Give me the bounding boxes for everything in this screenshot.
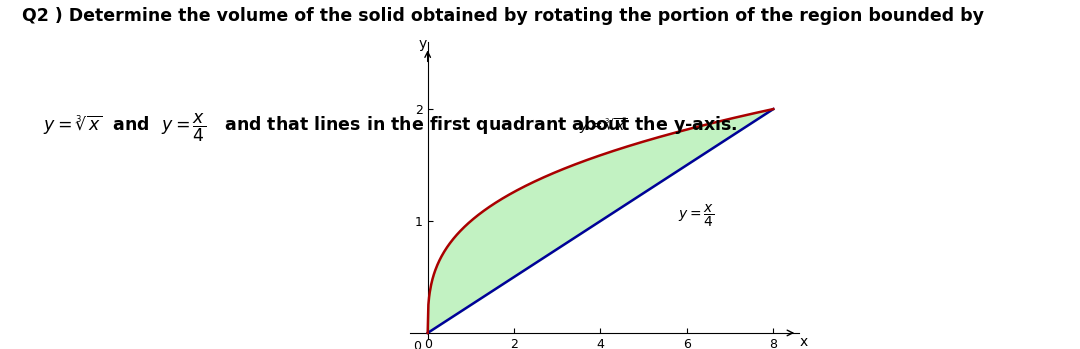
Text: $y = \sqrt[3]{x}$: $y = \sqrt[3]{x}$ [579, 116, 626, 136]
Text: $y = \dfrac{x}{4}$: $y = \dfrac{x}{4}$ [678, 202, 715, 229]
Text: $y = \sqrt[3]{x}$  and  $y = \dfrac{x}{4}$   and that lines in the first quadran: $y = \sqrt[3]{x}$ and $y = \dfrac{x}{4}$… [43, 112, 738, 144]
Text: 0: 0 [413, 340, 421, 349]
Text: y: y [418, 37, 427, 51]
Text: Q2 ) Determine the volume of the solid obtained by rotating the portion of the r: Q2 ) Determine the volume of the solid o… [22, 7, 984, 25]
Text: x: x [799, 335, 808, 349]
